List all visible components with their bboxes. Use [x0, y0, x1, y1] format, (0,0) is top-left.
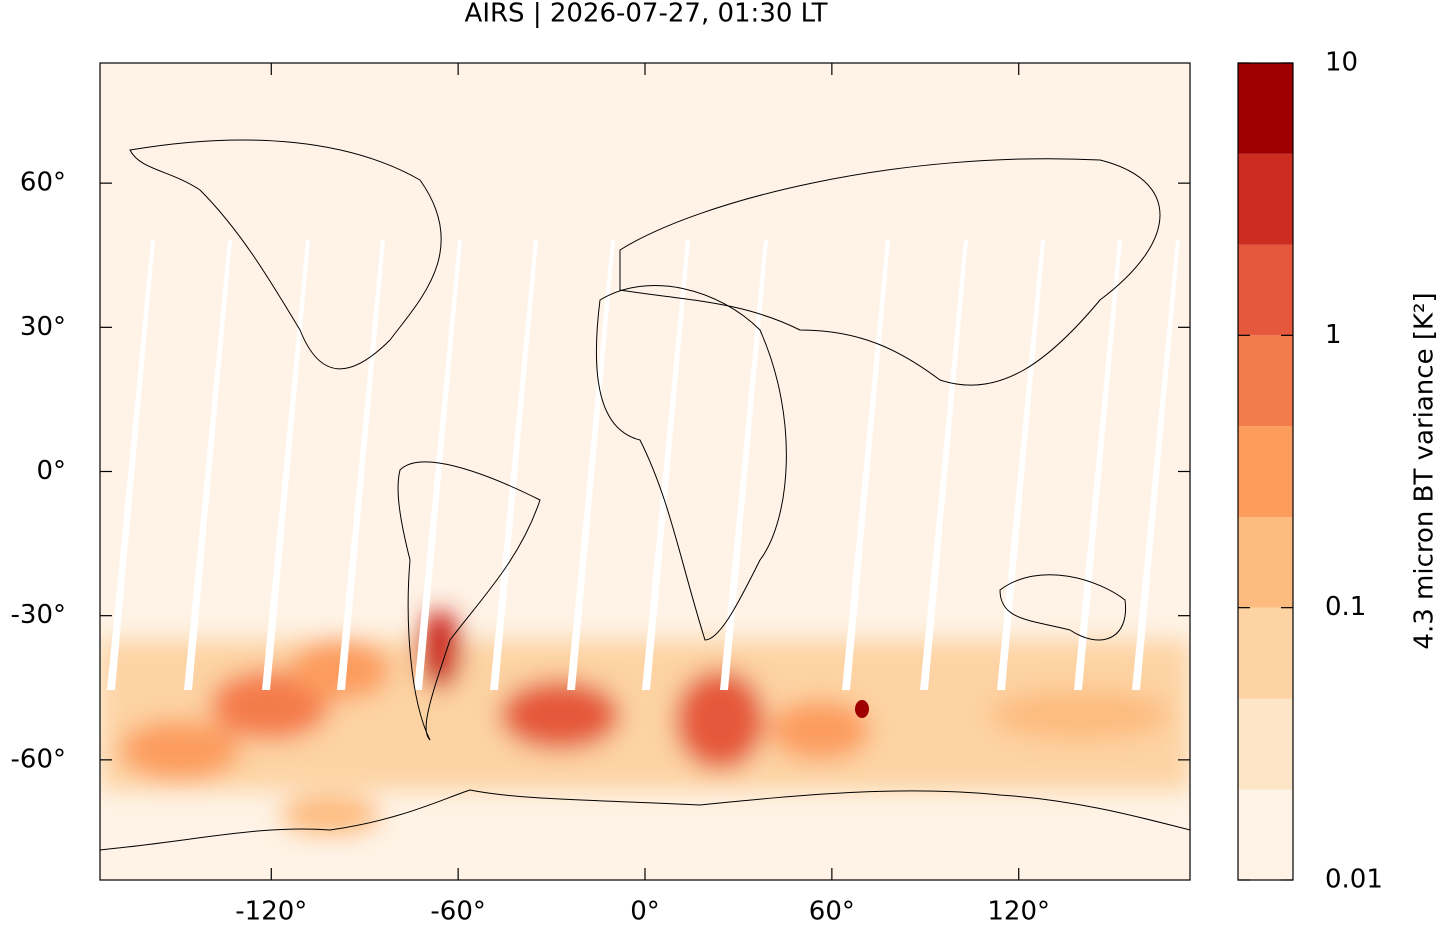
- swath-gap: [1132, 240, 1180, 690]
- swath-gap: [997, 240, 1045, 690]
- colorbar-band: [1238, 244, 1293, 336]
- axes: -120° -60° 0° 60° 120° -60° -30° 0° 30° 60° 0.01 0.…: [11, 48, 1383, 927]
- swath-gap: [490, 240, 538, 690]
- x-tick-label: 60°: [809, 897, 855, 927]
- colorbar-band: [1238, 153, 1293, 245]
- y-tick-label: -30°: [11, 600, 66, 630]
- swath-gap: [1074, 240, 1122, 690]
- map-field: [100, 63, 1190, 880]
- y-tick-label: 30°: [20, 312, 66, 342]
- x-tick-label: -60°: [430, 897, 485, 927]
- swath-gap: [184, 240, 232, 690]
- swath-gap: [107, 240, 155, 690]
- colorbar-tick-label: 0.01: [1325, 865, 1383, 895]
- swath-gap: [720, 240, 768, 690]
- swath-gap: [414, 240, 462, 690]
- colorbar-band: [1238, 789, 1293, 880]
- x-tick-label: 120°: [987, 897, 1050, 927]
- x-tick-label: -120°: [235, 897, 307, 927]
- chart-title: AIRS | 2026-07-27, 01:30 LT: [465, 0, 828, 29]
- colorbar-tick-label: 1: [1325, 320, 1342, 350]
- swath-gap: [920, 240, 968, 690]
- y-tick-label: -60°: [11, 744, 66, 774]
- y-tick-label: 0°: [36, 456, 66, 486]
- y-tick-label: 60°: [20, 168, 66, 198]
- colorbar-band: [1238, 63, 1293, 154]
- swath-gap: [842, 240, 890, 690]
- swath-gap: [262, 240, 310, 690]
- swath-gap: [642, 240, 690, 690]
- colorbar-label: 4.3 micron BT variance [K²]: [1410, 292, 1440, 649]
- swath-gap: [567, 240, 615, 690]
- colorbar-frame: [1237, 62, 1294, 881]
- colorbar-tick-label: 0.1: [1325, 592, 1366, 622]
- swath-gap: [337, 240, 385, 690]
- colorbar-band: [1238, 517, 1293, 608]
- colorbar-band: [1238, 698, 1293, 790]
- colorbar-band: [1238, 335, 1293, 427]
- colorbar-band: [1238, 426, 1293, 518]
- x-tick-label: 0°: [630, 897, 660, 927]
- colorbar-tick-label: 10: [1325, 48, 1358, 78]
- colorbar-band: [1238, 607, 1293, 699]
